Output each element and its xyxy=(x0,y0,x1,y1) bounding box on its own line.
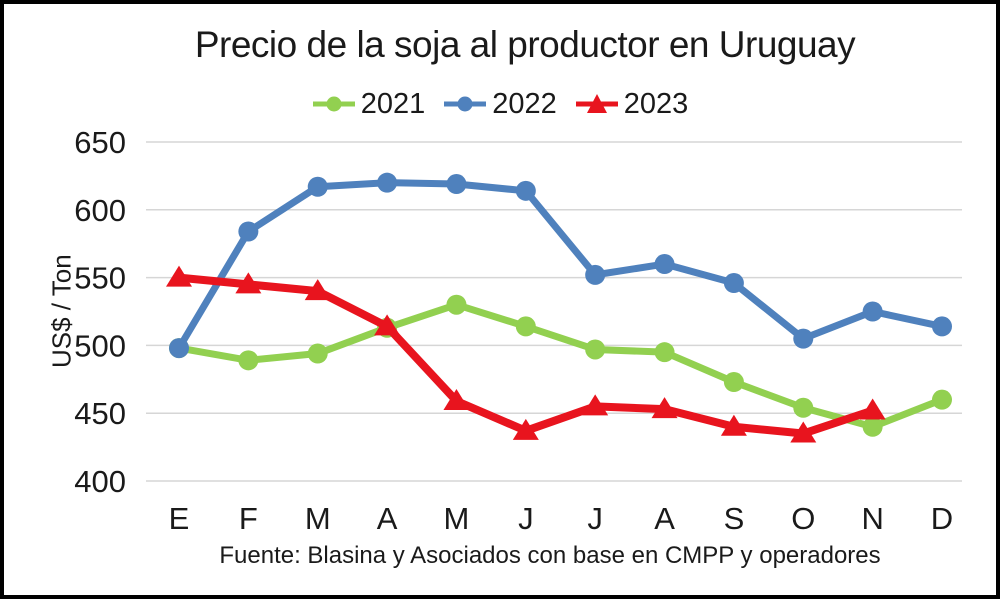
x-tick-label: J xyxy=(518,501,534,536)
legend-marker-2021-icon xyxy=(312,93,356,115)
data-point-2021 xyxy=(515,316,536,337)
y-tick-label: 600 xyxy=(74,193,126,228)
legend-item-2022: 2022 xyxy=(443,88,557,121)
legend-label-2022: 2022 xyxy=(492,87,557,120)
data-point-2023 xyxy=(304,279,331,301)
legend-marker-2022-icon xyxy=(443,93,487,115)
series-line-2021 xyxy=(178,301,944,431)
data-point-2022 xyxy=(377,172,398,193)
legend-marker-2023-icon xyxy=(575,93,619,115)
data-point-2023 xyxy=(235,272,262,294)
data-point-2021 xyxy=(793,397,814,418)
data-point-2021 xyxy=(307,343,328,364)
data-point-2022 xyxy=(585,264,606,285)
data-point-2023 xyxy=(166,265,192,287)
x-tick-label: S xyxy=(724,501,745,536)
data-point-2021 xyxy=(932,389,952,410)
y-tick-label: 450 xyxy=(74,396,126,431)
data-point-2023 xyxy=(651,397,678,419)
x-tick-label: E xyxy=(169,501,190,536)
legend-label-2023: 2023 xyxy=(623,87,689,120)
data-point-2022 xyxy=(169,338,189,359)
chart-title: Precio de la soja al productor en Urugua… xyxy=(194,24,856,65)
y-tick-label: 550 xyxy=(74,261,126,296)
source-note: Fuente: Blasina y Asociados con base en … xyxy=(219,542,881,569)
data-point-2021 xyxy=(654,342,675,363)
data-point-2022 xyxy=(932,316,952,337)
data-point-2021 xyxy=(446,294,467,315)
data-point-2022 xyxy=(654,254,675,275)
data-point-2023 xyxy=(859,398,886,420)
plot-area: 400 450 500 550 600 650 E F M A M J J A S O N D xyxy=(74,125,962,536)
data-point-2021 xyxy=(862,416,883,437)
data-point-2023 xyxy=(582,394,609,416)
y-tick-label: 650 xyxy=(74,125,126,160)
data-point-2022 xyxy=(515,180,536,201)
legend-icon-svg xyxy=(575,94,618,113)
data-point-2023 xyxy=(720,414,747,436)
data-point-2022 xyxy=(238,221,259,242)
x-tick-label: D xyxy=(931,501,953,536)
y-tick-label: 400 xyxy=(74,464,126,499)
x-tick-label: F xyxy=(239,501,258,536)
data-point-2021 xyxy=(723,372,744,393)
data-point-2023 xyxy=(374,314,401,336)
legend-item-2021: 2021 xyxy=(312,87,426,121)
x-tick-label: A xyxy=(377,501,398,536)
data-point-2022 xyxy=(307,176,328,197)
legend-label-2021: 2021 xyxy=(360,87,426,120)
data-point-2021 xyxy=(585,339,606,360)
data-point-2022 xyxy=(723,273,744,294)
data-point-2023 xyxy=(512,418,539,440)
x-tick-label: M xyxy=(444,501,470,536)
legend-item-2023: 2023 xyxy=(575,87,689,121)
x-tick-label: N xyxy=(861,501,883,536)
x-tick-label: M xyxy=(305,501,331,536)
data-point-2022 xyxy=(862,301,883,322)
legend-icon-svg xyxy=(312,96,355,112)
data-point-2023 xyxy=(443,388,470,410)
x-tick-label: A xyxy=(654,501,675,536)
data-point-2023 xyxy=(790,421,817,443)
chart-legend: 2021 2022 2023 xyxy=(4,88,996,120)
x-tick-label: O xyxy=(791,501,815,536)
data-point-2022 xyxy=(793,328,814,349)
data-point-2022 xyxy=(446,174,467,195)
y-tick-label: 500 xyxy=(74,328,126,363)
series-line-2022 xyxy=(175,179,943,350)
x-tick-label: J xyxy=(587,501,603,536)
legend-icon-svg xyxy=(444,96,487,112)
data-point-2021 xyxy=(238,350,259,371)
